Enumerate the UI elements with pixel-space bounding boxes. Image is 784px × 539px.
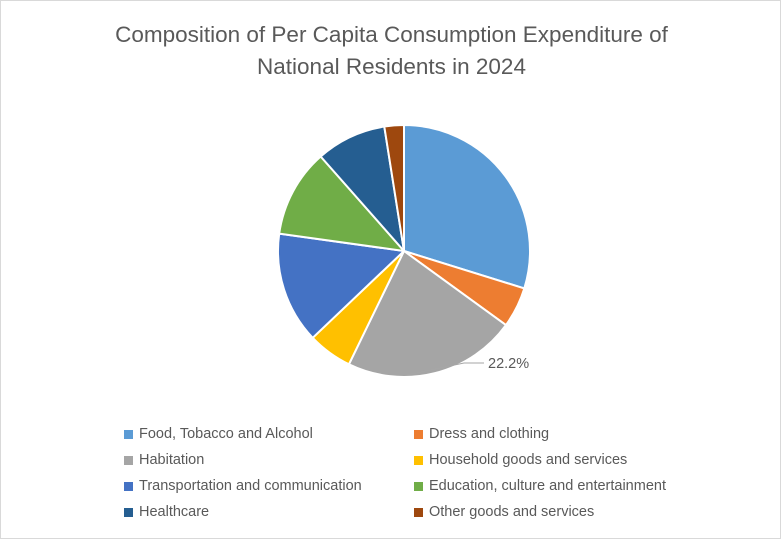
legend-item-transportation-and-communication: Transportation and communication xyxy=(124,475,414,497)
legend-label: Food, Tobacco and Alcohol xyxy=(139,426,313,442)
legend-label: Transportation and communication xyxy=(139,478,362,494)
pie-slice-habitation xyxy=(347,250,507,378)
pie-slice-food-tobacco-and-alcohol xyxy=(403,124,531,290)
legend-item-food-tobacco-and-alcohol: Food, Tobacco and Alcohol xyxy=(124,423,414,445)
data-label-habitation: 22.2% xyxy=(488,356,529,372)
legend-swatch xyxy=(414,481,423,491)
chart-title: Composition of Per Capita Consumption Ex… xyxy=(1,19,782,83)
legend-label: Dress and clothing xyxy=(429,426,550,442)
legend-item-healthcare: Healthcare xyxy=(124,501,414,523)
legend-item-habitation: Habitation xyxy=(124,449,414,471)
chart-title-line-2: National Residents in 2024 xyxy=(257,54,526,79)
legend-swatch xyxy=(124,429,133,439)
chart-title-line-1: Composition of Per Capita Consumption Ex… xyxy=(115,22,668,47)
legend-item-other-goods-and-services: Other goods and services xyxy=(414,501,744,523)
legend-label: Household goods and services xyxy=(429,452,628,468)
legend-swatch xyxy=(414,455,423,465)
legend-label: Education, culture and entertainment xyxy=(429,478,666,494)
legend-swatch xyxy=(414,429,423,439)
legend-swatch xyxy=(414,507,423,517)
pie-slice-education-culture-and-entertainment xyxy=(278,155,405,252)
chart-legend: Food, Tobacco and Alcohol Dress and cloth… xyxy=(124,423,764,523)
legend-item-dress-and-clothing: Dress and clothing xyxy=(414,423,744,445)
legend-item-education-culture-and-entertainment: Education, culture and entertainment xyxy=(414,475,744,497)
legend-label: Healthcare xyxy=(139,504,210,520)
legend-swatch xyxy=(124,455,133,465)
legend-label: Habitation xyxy=(139,452,205,468)
legend-label: Other goods and services xyxy=(429,504,595,520)
data-label-leader-line xyxy=(406,362,484,376)
pie-slice-transportation-and-communication xyxy=(276,232,405,339)
legend-item-household-goods-and-services: Household goods and services xyxy=(414,449,744,471)
pie-slice-other-goods-and-services xyxy=(383,124,405,252)
legend-swatch xyxy=(124,507,133,517)
legend-swatch xyxy=(124,481,133,491)
